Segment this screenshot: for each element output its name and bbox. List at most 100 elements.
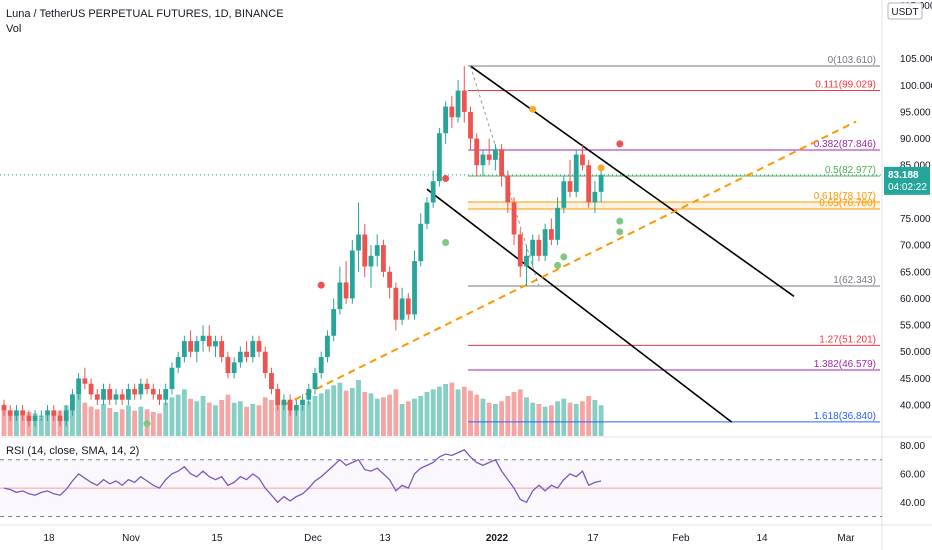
volume-bar (281, 404, 287, 436)
volume-bar (455, 389, 461, 436)
volume-bar (70, 397, 75, 436)
volume-bar (231, 402, 237, 436)
candle-body (20, 410, 26, 416)
candle-body (281, 399, 287, 406)
fib-level-label: 1(62.343) (833, 275, 876, 286)
candle-body (381, 245, 386, 272)
candle-body (318, 357, 324, 374)
volume-bar (461, 386, 467, 436)
candle-body (262, 351, 268, 374)
volume-bar (20, 416, 26, 436)
time-tick-label: Nov (122, 533, 140, 544)
volume-bar (437, 386, 442, 436)
candle-body (430, 181, 436, 203)
volume-bar (119, 409, 125, 436)
signal-marker (554, 261, 562, 269)
volume-bar (132, 410, 138, 436)
volume-bar (175, 394, 181, 436)
candle-body (126, 389, 131, 400)
candle-body (119, 394, 125, 400)
volume-bar (188, 398, 193, 436)
candle-body (70, 394, 75, 411)
last-price-value: 83.188 (888, 170, 919, 181)
volume-bar (318, 393, 324, 436)
candle-body (480, 154, 486, 166)
candle-body (163, 389, 169, 400)
candle-body (449, 106, 455, 118)
price-tick-label: 85.000 (900, 161, 931, 172)
candle-body (455, 90, 461, 118)
candle-body (511, 202, 517, 235)
volume-bar (113, 412, 119, 436)
candle-body (424, 202, 430, 224)
fib-level-label: 1.382(46.579) (814, 359, 876, 370)
volume-bar (393, 389, 399, 436)
volume-bar (480, 398, 486, 436)
candle-body (580, 154, 585, 166)
volume-bar (7, 410, 13, 436)
volume-bar (362, 392, 368, 436)
volume-bar (275, 398, 281, 436)
candle-body (82, 378, 88, 384)
channel-lower-line (426, 188, 733, 423)
candle-body (231, 362, 237, 374)
candle-body (219, 341, 225, 358)
candle-body (32, 415, 38, 422)
signal-marker (616, 228, 624, 236)
candle-body (343, 282, 349, 299)
volume-bar (349, 388, 355, 436)
volume-bar (561, 398, 567, 436)
golden-zone (468, 201, 880, 210)
volume-bar (486, 402, 492, 436)
candle-body (592, 191, 598, 203)
volume-bar (300, 405, 305, 436)
price-tick-label: 60.000 (900, 294, 931, 305)
candle-body (567, 181, 573, 192)
volume-bar (163, 402, 169, 436)
volume-bar (499, 401, 504, 436)
candle-body (548, 229, 554, 240)
volume-bar (468, 390, 473, 436)
volume-bar (418, 396, 424, 436)
fib-level-label: 1.618(36.840) (814, 411, 876, 422)
volume-bar (250, 404, 256, 436)
time-tick-label: 17 (587, 533, 599, 544)
volume-bar (293, 408, 299, 436)
volume-bar (181, 389, 187, 436)
volume-bar (449, 382, 455, 436)
price-tick-label: 45.000 (900, 374, 931, 385)
candle-body (598, 174, 604, 192)
candle-body (132, 389, 138, 395)
candle-body (1, 405, 7, 411)
candle-body (188, 341, 193, 352)
candle-body (312, 373, 318, 390)
volume-bar (262, 397, 268, 436)
volume-bar (505, 396, 511, 436)
candle-body (555, 207, 560, 240)
candle-body (325, 335, 330, 358)
volume-bar (150, 412, 156, 436)
candle-body (337, 282, 343, 310)
candle-body (144, 383, 150, 390)
rsi-label: RSI (14, close, SMA, 14, 2) (6, 445, 140, 457)
candle-body (349, 250, 355, 299)
volume-bar (219, 400, 225, 436)
time-tick-label: 2022 (486, 533, 509, 544)
volume-bar (200, 396, 206, 436)
volume-bar (51, 413, 57, 436)
time-tick-label: 14 (756, 533, 768, 544)
price-tick-label: 75.000 (900, 214, 931, 225)
candle-body (374, 245, 380, 256)
candle-body (505, 175, 511, 203)
volume-bar (430, 389, 436, 436)
candle-body (150, 389, 156, 395)
fib-level-label: 1.27(51.201) (819, 334, 876, 345)
volume-bar (412, 398, 417, 436)
candle-body (94, 394, 100, 400)
candle-body (362, 234, 368, 267)
candle-body (194, 341, 200, 352)
volume-bar (548, 405, 554, 436)
volume-bar (45, 416, 50, 436)
candle-body (169, 367, 175, 390)
